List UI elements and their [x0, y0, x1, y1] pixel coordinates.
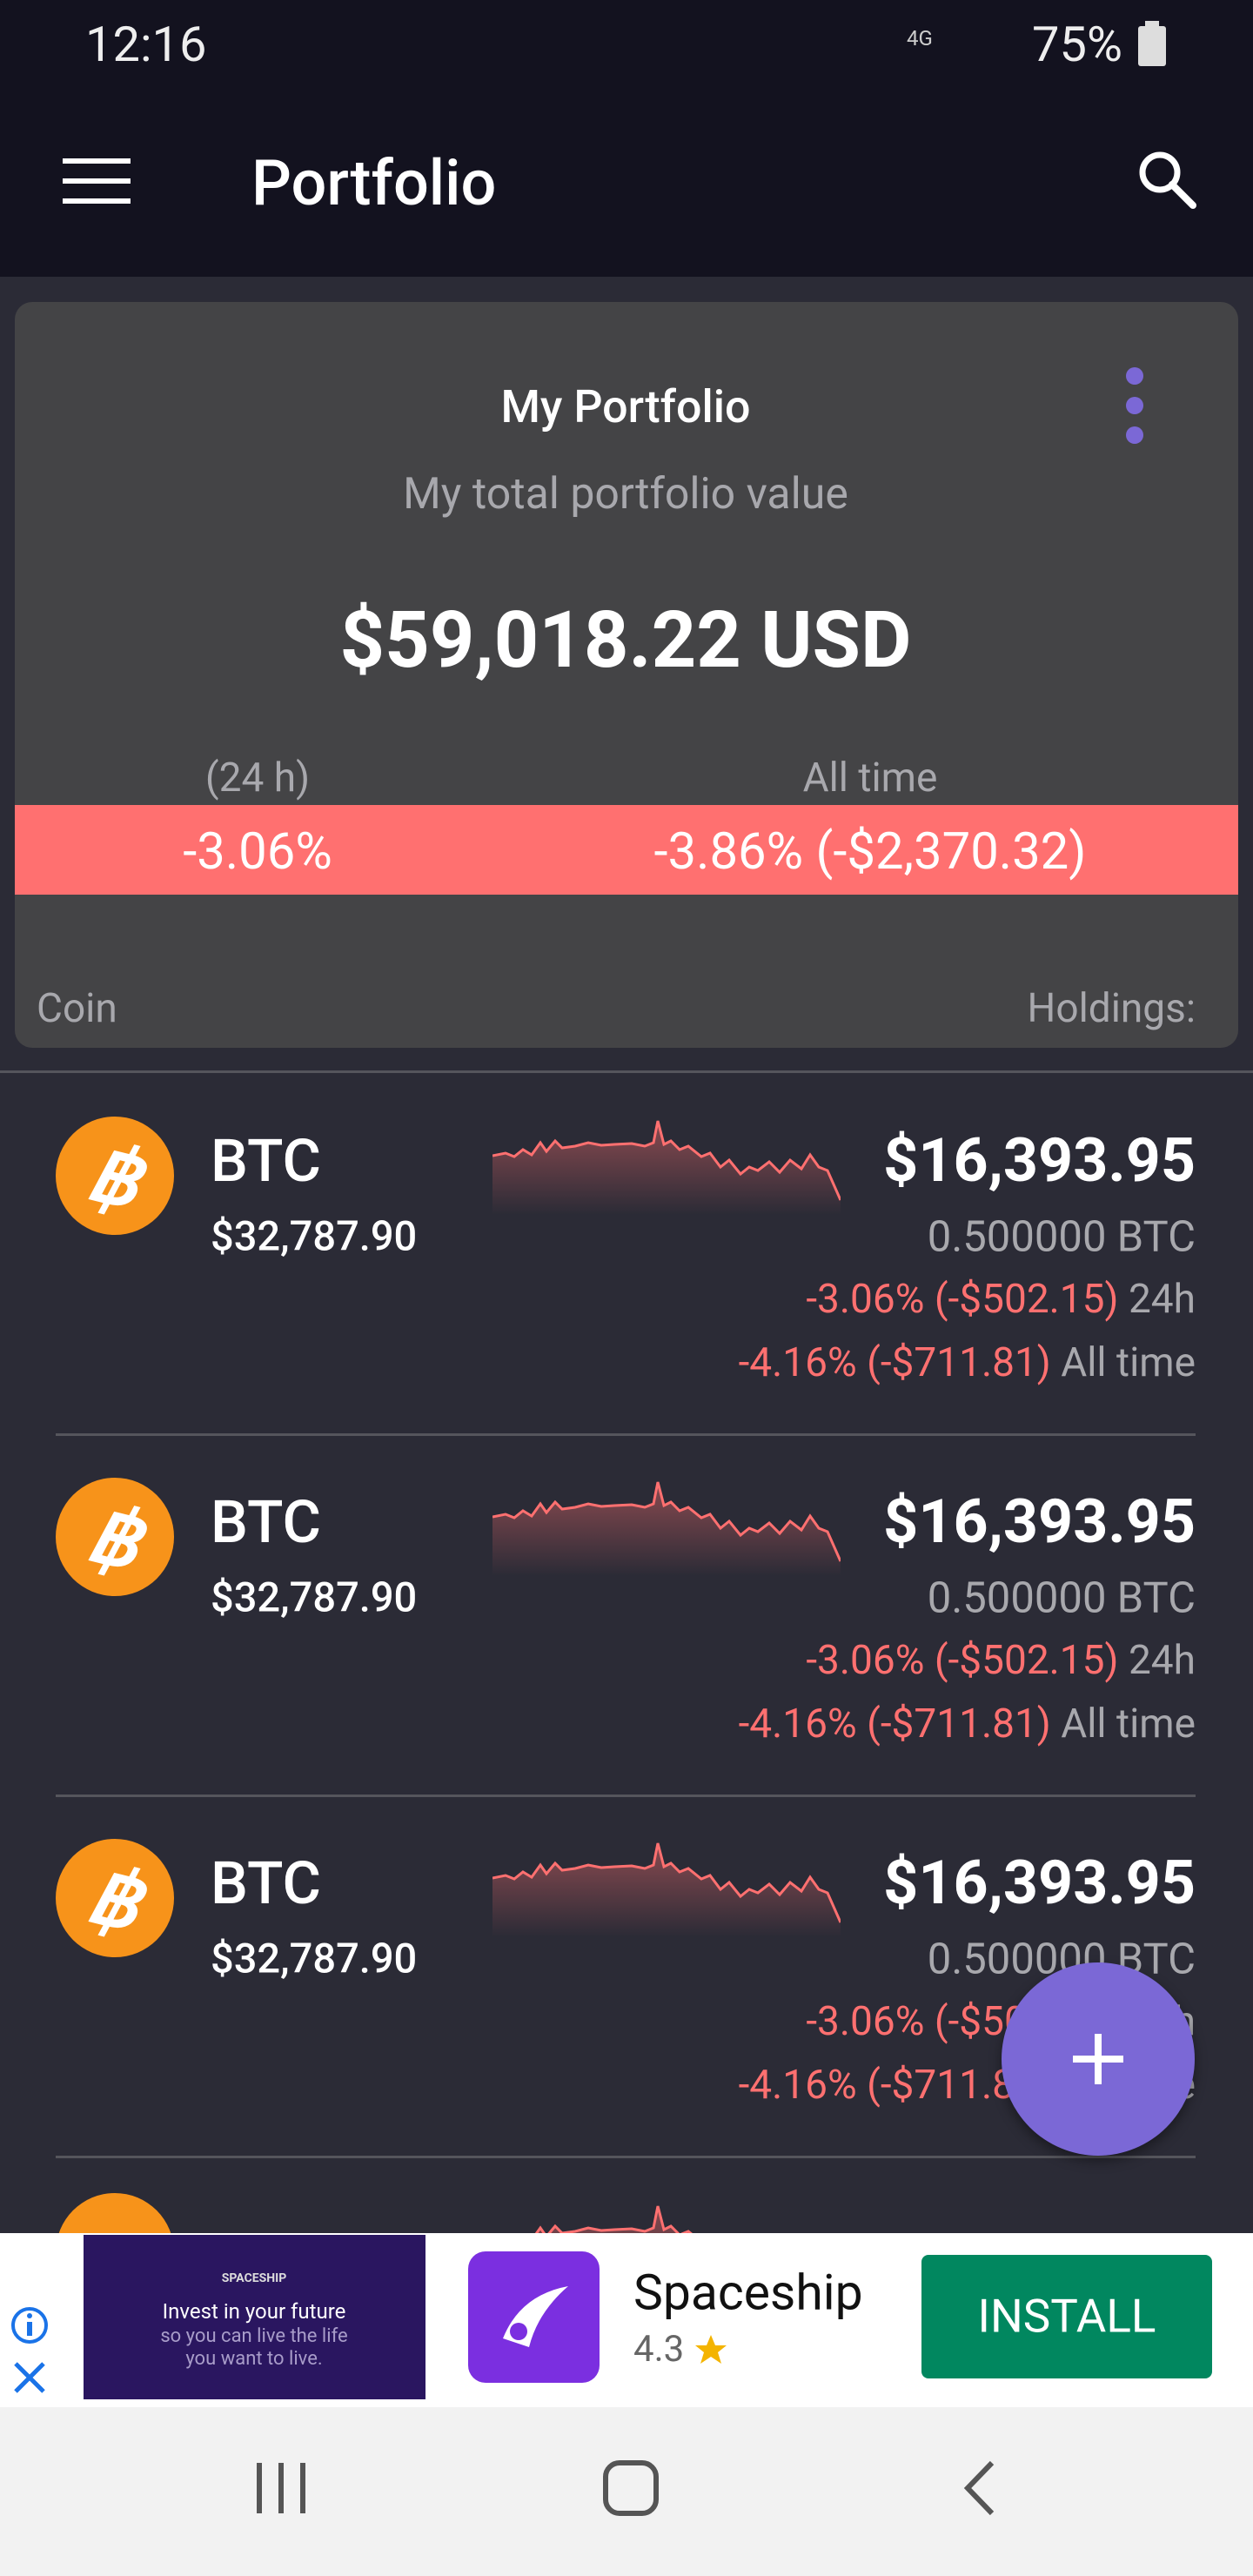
sparkline: [492, 1839, 841, 1937]
coin-price: $32,787.90: [211, 1935, 418, 1983]
nav-recent[interactable]: [252, 2459, 310, 2517]
change-24h-row: -3.06% (-$502.15) 24h: [806, 1279, 1196, 1319]
svg-text:฿: ฿: [79, 1849, 156, 1949]
nav-bar: [0, 2407, 1253, 2576]
ad-image: [84, 2235, 425, 2399]
portfolio-card: [15, 302, 1238, 1048]
coin-holding: 0.500000 BTC: [927, 1573, 1196, 1623]
change-all: -4.16% (-$711.81): [738, 1701, 1051, 1748]
search-icon[interactable]: [1136, 148, 1198, 211]
divider: [0, 1070, 1253, 1073]
change-24h-suffix: 24h: [1128, 1637, 1196, 1684]
change-24h-row: -3.06% (-$502.15) 24h: [806, 1640, 1196, 1680]
change-all-row: -4.16% (-$711.81) All time: [739, 1343, 1196, 1383]
change-24h: -3.06%: [183, 822, 332, 882]
ad-app-name: Spaceship: [633, 2263, 863, 2322]
ad-app-icon: [468, 2251, 600, 2383]
change-all: -4.16% (-$711.81): [738, 2062, 1051, 2109]
star-icon: [695, 2335, 727, 2364]
nav-home[interactable]: [602, 2459, 660, 2517]
change-all-time: -3.86% (-$2,370.32): [653, 822, 1087, 882]
coin-value: $16,393.95: [883, 1848, 1196, 1919]
coin-symbol: BTC: [211, 1848, 321, 1918]
ad-app-logo: [503, 2286, 568, 2347]
ad-info-icons[interactable]: [9, 2304, 52, 2400]
coin-icon: ฿: [56, 1839, 174, 1957]
change-24h: -3.06% (-$502.15): [806, 1276, 1119, 1323]
battery-icon: [1138, 21, 1166, 66]
period-label: (24 h): [204, 755, 311, 802]
top-bar: [0, 0, 1253, 277]
install-label: INSTALL: [977, 2289, 1156, 2344]
ad-tagline-sub: so you can live the life you want to liv…: [160, 2325, 348, 2370]
change-24h: -3.06% (-$502.15): [806, 1637, 1119, 1684]
holdings-header: Holdings:: [1027, 985, 1196, 1032]
change-all-suffix: All time: [1061, 1701, 1196, 1748]
coin-value: $16,393.95: [883, 1486, 1196, 1558]
sparkline: [492, 1117, 841, 1215]
ad-brand-small: SPACESHIP: [221, 2271, 287, 2285]
plus-icon: [1073, 2034, 1123, 2084]
status-network: 4G: [907, 26, 933, 50]
menu-icon[interactable]: [63, 157, 132, 205]
change-all: -4.16% (-$711.81): [738, 1339, 1051, 1386]
nav-back[interactable]: [957, 2459, 1004, 2517]
row-divider: [56, 1433, 1196, 1436]
change-24h-suffix: 24h: [1128, 1276, 1196, 1323]
sparkline: [492, 1478, 841, 1576]
coin-price: $32,787.90: [211, 1212, 418, 1261]
change-all-row: -4.16% (-$711.81) All time: [739, 1704, 1196, 1744]
coin-price: $32,787.90: [211, 1573, 418, 1622]
bitcoin-logo: ฿: [79, 1849, 156, 1949]
card-subtitle: My total portfolio value: [403, 469, 848, 520]
coin-icon: ฿: [56, 1478, 174, 1596]
svg-text:฿: ฿: [79, 1127, 156, 1227]
status-battery: 75%: [1032, 16, 1122, 73]
ad-rating: 4.3: [633, 2328, 685, 2371]
coin-symbol: BTC: [211, 1487, 321, 1557]
coin-holding: 0.500000 BTC: [927, 1211, 1196, 1262]
svg-text:฿: ฿: [79, 1488, 156, 1588]
coin-icon: ฿: [56, 1117, 174, 1235]
coin-symbol: BTC: [211, 1126, 321, 1196]
change-band: [15, 805, 1238, 895]
all-time-label: All time: [802, 755, 938, 802]
more-icon[interactable]: [1117, 366, 1152, 449]
change-all-suffix: All time: [1061, 1339, 1196, 1386]
bitcoin-logo: ฿: [79, 1127, 156, 1227]
add-button[interactable]: [1002, 1962, 1195, 2156]
coin-value: $16,393.95: [883, 1125, 1196, 1197]
card-title: My Portfolio: [500, 380, 751, 433]
total-value: $59,018.22 USD: [339, 594, 912, 686]
row-divider: [56, 2156, 1196, 2158]
coin-header: Coin: [37, 985, 117, 1032]
row-divider: [56, 1794, 1196, 1797]
app-title: Portfolio: [251, 146, 497, 220]
bitcoin-logo: ฿: [79, 1488, 156, 1588]
ad-tagline: Invest in your future: [162, 2299, 346, 2324]
install-button[interactable]: [921, 2255, 1212, 2378]
status-time: 12:16: [85, 16, 207, 73]
